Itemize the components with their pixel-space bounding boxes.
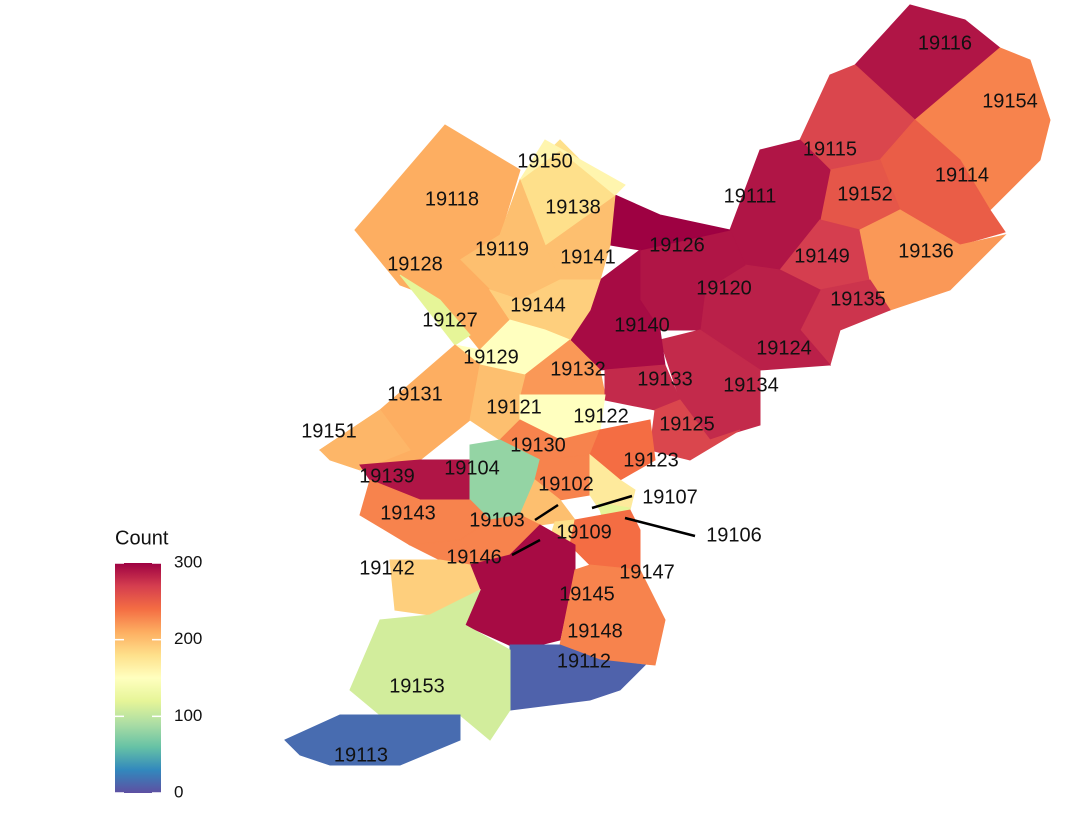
zip-label: 19133 [637, 368, 693, 390]
leader-line [511, 538, 541, 557]
leader-line [624, 516, 696, 538]
zip-label: 19106 [706, 524, 762, 546]
zip-label: 19150 [517, 150, 573, 172]
zip-label: 19132 [550, 358, 606, 380]
zip-label: 19125 [659, 413, 715, 435]
zip-label: 19148 [567, 620, 623, 642]
zip-label: 19149 [794, 245, 850, 267]
zip-label: 19112 [557, 650, 611, 672]
zip-label: 19107 [642, 486, 698, 508]
zip-label: 19118 [425, 188, 479, 210]
zip-label: 19153 [389, 675, 445, 697]
zip-label: 19145 [559, 583, 615, 605]
zip-label: 19154 [982, 90, 1038, 112]
zip-label: 19143 [380, 502, 436, 524]
zip-label: 19135 [830, 288, 886, 310]
zip-label: 19120 [696, 277, 752, 299]
zip-label: 19126 [649, 234, 705, 256]
zip-label: 19142 [359, 557, 415, 579]
zip-label: 19140 [614, 314, 670, 336]
zip-label: 19130 [510, 434, 566, 456]
zip-label: 19128 [387, 253, 443, 275]
zip-label: 19103 [469, 509, 525, 531]
zip-region [509, 644, 647, 711]
zip-label: 19123 [623, 449, 679, 471]
zip-label: 19124 [756, 337, 812, 359]
leader-lines [511, 494, 696, 557]
zip-region [319, 409, 411, 471]
zip-label: 19136 [898, 240, 954, 262]
legend-ticks: 0 100 200 300 [115, 552, 202, 801]
zip-label: 19141 [560, 246, 616, 268]
zip-label: 19102 [538, 473, 594, 495]
zip-label: 19104 [444, 457, 500, 479]
zip-label: 19129 [463, 346, 519, 368]
regions [284, 4, 1051, 766]
legend-tick-label: 100 [174, 706, 202, 725]
labels: 19116 19154 19115 19114 19152 19111 19149 19136… [301, 32, 1038, 766]
zip-label: 19114 [935, 164, 989, 186]
zip-region [399, 274, 471, 346]
zip-label: 19111 [724, 185, 777, 207]
zip-label: 19134 [723, 374, 779, 396]
zip-label: 19109 [556, 521, 612, 543]
legend-tick-label: 200 [174, 629, 202, 648]
zip-label: 19131 [387, 383, 443, 405]
zip-label: 19139 [359, 465, 415, 487]
leader-line [591, 494, 633, 510]
zip-label: 19151 [301, 420, 357, 442]
leader-line [534, 503, 559, 522]
zip-label: 19144 [510, 294, 566, 316]
legend-tick-label: 300 [174, 552, 202, 571]
zip-label: 19146 [446, 546, 502, 568]
zip-label: 19152 [837, 183, 893, 205]
legend-bar [115, 563, 161, 793]
zip-label: 19119 [475, 238, 529, 260]
legend-tick-label: 0 [174, 782, 183, 801]
zip-label: 19121 [486, 396, 542, 418]
zip-label: 19127 [422, 309, 478, 331]
zip-label: 19138 [545, 196, 601, 218]
zip-label: 19115 [803, 138, 857, 160]
zip-label: 19122 [573, 405, 629, 427]
zip-region [284, 714, 461, 766]
zip-region [519, 139, 626, 196]
zip-label: 19116 [918, 32, 972, 54]
zip-label: 19113 [334, 744, 388, 766]
legend-title: Count [115, 527, 169, 549]
zip-label: 19147 [619, 561, 675, 583]
zip-region [589, 419, 656, 481]
